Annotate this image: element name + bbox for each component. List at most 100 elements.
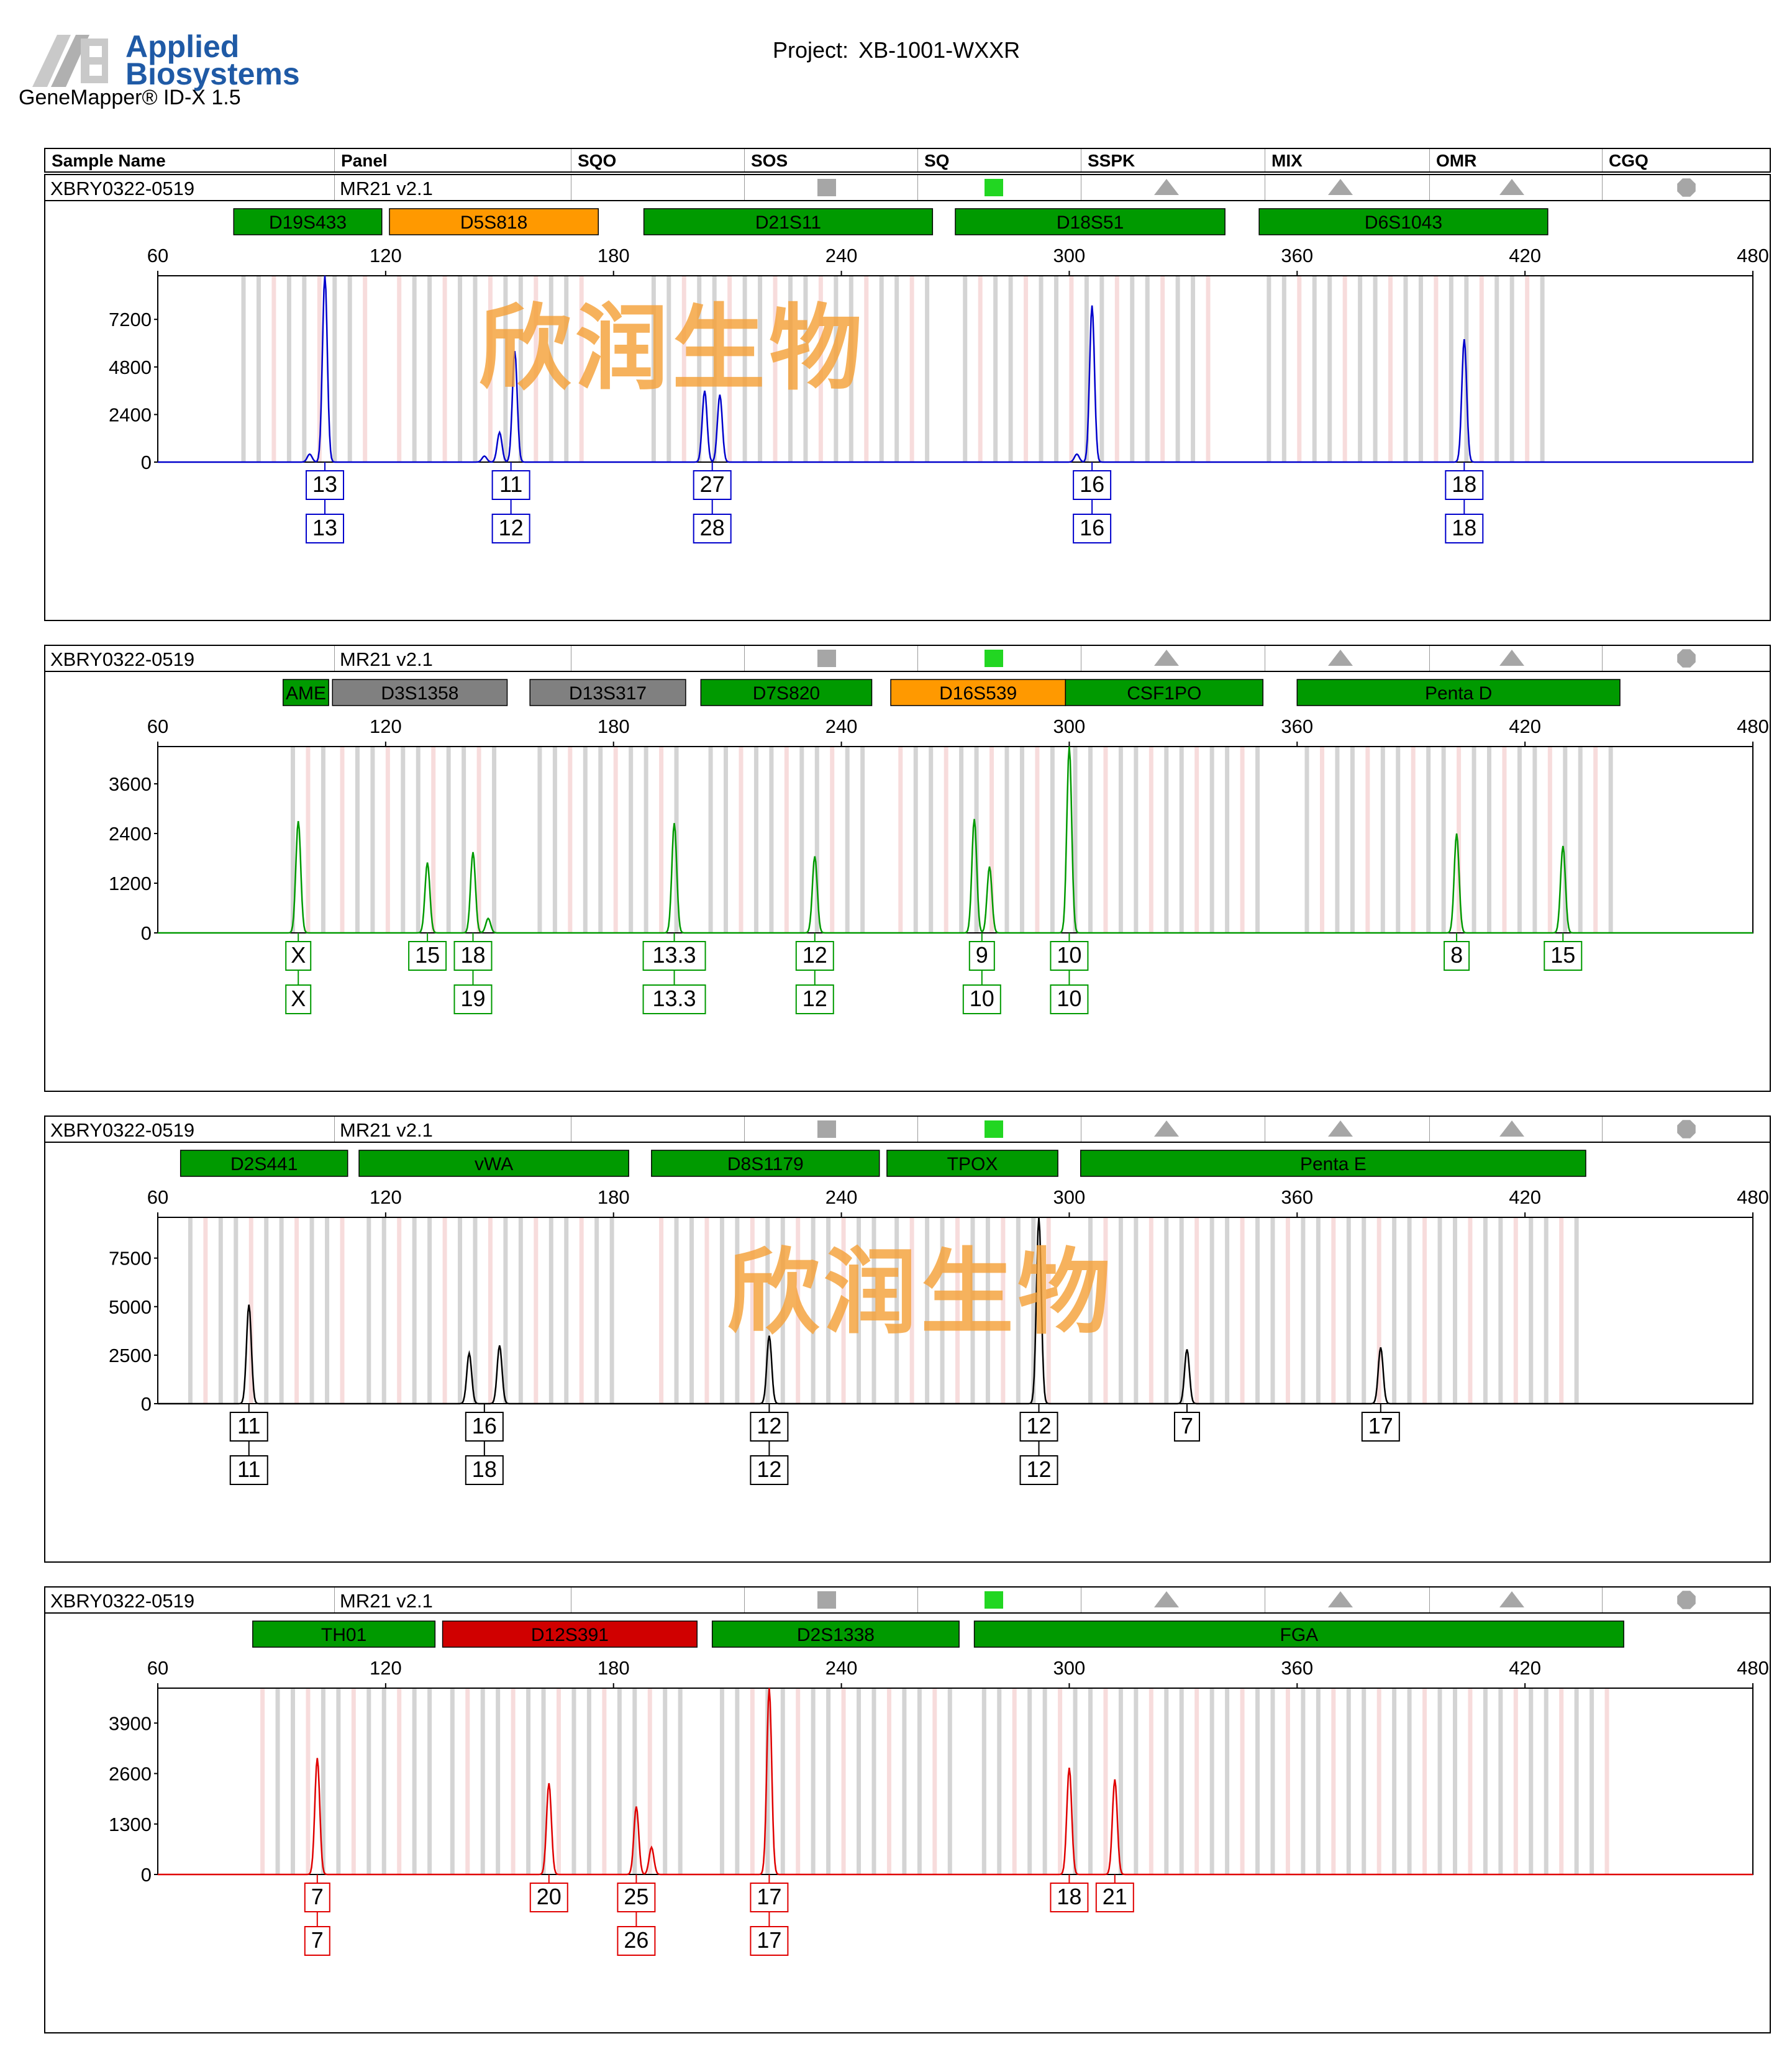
allele-bin <box>1517 747 1522 933</box>
x-tick-label: 300 <box>1053 1186 1086 1208</box>
locus-d16s539[interactable]: D16S539 <box>890 679 1067 706</box>
sample-row-header[interactable]: XBRY0322-0519 MR21 v2.1 <box>45 175 1770 201</box>
locus-d2s1338[interactable]: D2S1338 <box>711 1620 960 1648</box>
locus-th01[interactable]: TH01 <box>252 1620 436 1648</box>
locus-d12s391[interactable]: D12S391 <box>442 1620 698 1648</box>
locus-d7s820[interactable]: D7S820 <box>700 679 873 706</box>
allele-call[interactable]: 10 10 <box>1050 933 1089 1014</box>
allele-call[interactable]: 11 11 <box>229 1404 268 1485</box>
col-sqo[interactable]: SQO <box>571 149 744 171</box>
flag-cgq-icon[interactable] <box>1677 1591 1696 1609</box>
flag-sspk-icon[interactable] <box>1154 1591 1179 1607</box>
allele-call[interactable]: 17 <box>1361 1404 1400 1442</box>
col-panel[interactable]: Panel <box>334 149 571 171</box>
locus-d8s1179[interactable]: D8S1179 <box>651 1150 880 1177</box>
allele-call[interactable]: XX <box>285 933 312 1014</box>
sample-row-header[interactable]: XBRY0322-0519 MR21 v2.1 <box>45 1117 1770 1143</box>
col-sample-name[interactable]: Sample Name <box>52 151 166 170</box>
allele-call[interactable]: 20 <box>529 1874 568 1912</box>
allele-call[interactable]: 13.3 13.3 <box>642 933 706 1014</box>
sample-row-header[interactable]: XBRY0322-0519 MR21 v2.1 <box>45 1588 1770 1614</box>
flag-mix-icon[interactable] <box>1328 1591 1353 1607</box>
locus-csf1po[interactable]: CSF1PO <box>1065 679 1264 706</box>
flag-sspk-icon[interactable] <box>1154 650 1179 666</box>
flag-mix-icon[interactable] <box>1328 179 1353 195</box>
locus-penta-e[interactable]: Penta E <box>1080 1150 1586 1177</box>
col-cgq[interactable]: CGQ <box>1602 149 1772 171</box>
flag-sq-icon[interactable] <box>985 1591 1003 1609</box>
svg-text:18: 18 <box>1057 1884 1081 1909</box>
allele-call[interactable]: 18 <box>1050 1874 1089 1912</box>
allele-call[interactable]: 15 <box>408 933 447 971</box>
allele-call[interactable]: 12 12 <box>1019 1404 1058 1485</box>
locus-d2s441[interactable]: D2S441 <box>180 1150 348 1177</box>
locus-d18s51[interactable]: D18S51 <box>955 208 1226 235</box>
locus-ame[interactable]: AME <box>283 679 329 706</box>
signal-trace <box>158 1688 1753 1876</box>
allele-call[interactable]: 27 28 <box>693 462 732 543</box>
allele-bin <box>1434 276 1439 462</box>
flag-omr-icon[interactable] <box>1499 1591 1524 1607</box>
flag-sq-icon[interactable] <box>985 1120 1003 1138</box>
allele-call[interactable]: 7 <box>1173 1404 1200 1442</box>
locus-fga[interactable]: FGA <box>973 1620 1624 1648</box>
flag-sos-icon[interactable] <box>817 650 836 667</box>
flag-omr-icon[interactable] <box>1499 179 1524 195</box>
flag-sos-icon[interactable] <box>817 1591 836 1609</box>
allele-call[interactable]: 25 26 <box>617 1874 656 1956</box>
locus-d19s433[interactable]: D19S433 <box>233 208 383 235</box>
flag-cgq-icon[interactable] <box>1677 649 1696 668</box>
x-tick-label: 360 <box>1281 716 1313 737</box>
locus-d13s317[interactable]: D13S317 <box>529 679 686 706</box>
flag-sq-icon[interactable] <box>985 179 1003 196</box>
flag-mix-icon[interactable] <box>1328 1120 1353 1137</box>
sample-row-header[interactable]: XBRY0322-0519 MR21 v2.1 <box>45 646 1770 672</box>
flag-sspk-icon[interactable] <box>1154 179 1179 195</box>
col-sos[interactable]: SOS <box>744 149 917 171</box>
flag-cgq-icon[interactable] <box>1677 1120 1696 1138</box>
svg-text:18: 18 <box>1452 471 1476 497</box>
allele-bin <box>1376 1688 1381 1874</box>
col-omr[interactable]: OMR <box>1429 149 1602 171</box>
locus-d6s1043[interactable]: D6S1043 <box>1258 208 1549 235</box>
flag-mix-icon[interactable] <box>1328 650 1353 666</box>
allele-bin <box>1194 1688 1199 1874</box>
y-tick-label: 0 <box>141 922 152 944</box>
allele-bin <box>1392 1688 1397 1874</box>
flag-sos-icon[interactable] <box>817 179 836 196</box>
allele-call[interactable]: 13 13 <box>306 462 345 543</box>
allele-bin <box>286 276 291 462</box>
allele-call[interactable]: 8 <box>1444 933 1470 971</box>
allele-bin <box>1084 276 1089 462</box>
flag-sos-icon[interactable] <box>817 1120 836 1138</box>
locus-penta-d[interactable]: Penta D <box>1296 679 1621 706</box>
flag-sq-icon[interactable] <box>985 650 1003 667</box>
allele-call[interactable]: 11 12 <box>491 462 530 543</box>
allele-call[interactable]: 12 12 <box>750 1404 789 1485</box>
allele-call[interactable]: 15 <box>1544 933 1583 971</box>
locus-d5s818[interactable]: D5S818 <box>389 208 599 235</box>
locus-d21s11[interactable]: D21S11 <box>643 208 934 235</box>
allele-bin <box>1206 276 1211 462</box>
flag-cgq-icon[interactable] <box>1677 178 1696 197</box>
col-sspk[interactable]: SSPK <box>1081 149 1265 171</box>
flag-omr-icon[interactable] <box>1499 650 1524 666</box>
x-tick-label: 480 <box>1737 1657 1769 1679</box>
flag-omr-icon[interactable] <box>1499 1120 1524 1137</box>
allele-call[interactable]: 77 <box>304 1874 330 1956</box>
allele-call[interactable]: 12 12 <box>795 933 834 1014</box>
allele-call[interactable]: 21 <box>1095 1874 1134 1912</box>
flag-sspk-icon[interactable] <box>1154 1120 1179 1137</box>
col-sq[interactable]: SQ <box>917 149 1081 171</box>
locus-tpox[interactable]: TPOX <box>886 1150 1058 1177</box>
locus-d3s1358[interactable]: D3S1358 <box>332 679 508 706</box>
allele-call[interactable]: 9 10 <box>962 933 1001 1014</box>
locus-vwa[interactable]: vWA <box>358 1150 629 1177</box>
col-mix[interactable]: MIX <box>1265 149 1429 171</box>
allele-bin <box>659 1217 664 1404</box>
